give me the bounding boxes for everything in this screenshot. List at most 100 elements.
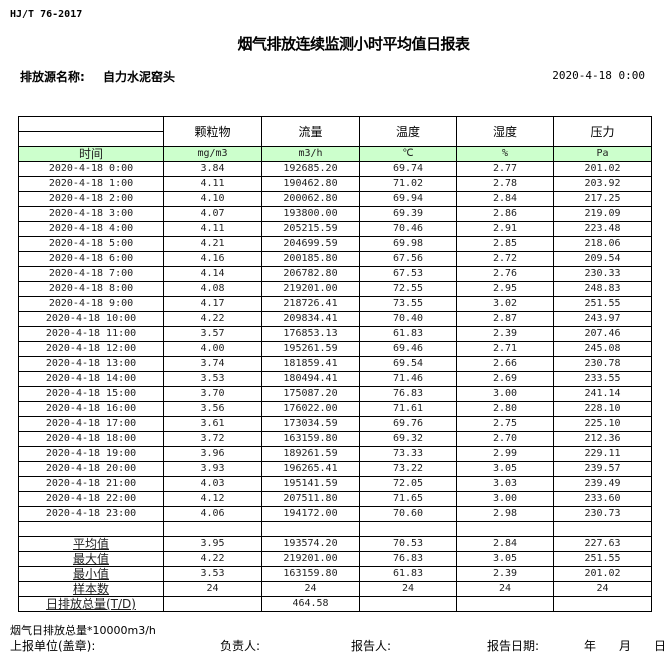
cell: 173034.59 xyxy=(261,416,360,432)
row-label: 2020-4-18 9:00 xyxy=(18,296,164,312)
cell: 69.32 xyxy=(359,431,457,447)
table-row: 2020-4-18 9:00 4.17 218726.41 73.55 3.02 251.… xyxy=(18,296,652,312)
cell: 67.53 xyxy=(359,266,457,282)
cell: 205215.59 xyxy=(261,221,360,237)
row-label: 2020-4-18 4:00 xyxy=(18,221,164,237)
cell xyxy=(163,521,262,537)
cell: 239.49 xyxy=(553,476,652,492)
cell: 76.83 xyxy=(359,386,457,402)
cell: 163159.80 xyxy=(261,431,360,447)
cell: 2.87 xyxy=(456,311,554,327)
row-label: 2020-4-18 22:00 xyxy=(18,491,164,507)
table-row: 2020-4-18 16:00 3.56 176022.00 71.61 2.80 228… xyxy=(18,401,652,417)
cell: 4.06 xyxy=(163,506,262,522)
cell: 69.39 xyxy=(359,206,457,222)
cell: 70.40 xyxy=(359,311,457,327)
cell: 206782.80 xyxy=(261,266,360,282)
standard-code: HJ/T 76-2017 xyxy=(10,9,83,20)
cell: 69.98 xyxy=(359,236,457,252)
cell: 3.53 xyxy=(163,371,262,387)
cell: 190462.80 xyxy=(261,176,360,192)
row-label: 2020-4-18 5:00 xyxy=(18,236,164,252)
cell: 193800.00 xyxy=(261,206,360,222)
cell: 3.00 xyxy=(456,491,554,507)
row-label: 2020-4-18 17:00 xyxy=(18,416,164,432)
cell: 71.61 xyxy=(359,401,457,417)
cell: 200062.80 xyxy=(261,191,360,207)
row-label: 2020-4-18 12:00 xyxy=(18,341,164,357)
cell: 219201.00 xyxy=(261,281,360,297)
cell: m3/h xyxy=(261,146,360,162)
cell: 24 xyxy=(163,581,262,597)
cell: 209834.41 xyxy=(261,311,360,327)
cell: Pa xyxy=(553,146,652,162)
month-label: 月 xyxy=(619,639,632,653)
cell: 2.77 xyxy=(456,161,554,177)
cell: 207.46 xyxy=(553,326,652,342)
footer-note: 烟气日排放总量*10000m3/h xyxy=(10,624,156,637)
cell: 2.70 xyxy=(456,431,554,447)
table-row: 2020-4-18 22:00 4.12 207511.80 71.65 3.00 233… xyxy=(18,491,652,507)
cell: 24 xyxy=(553,581,652,597)
cell: 70.60 xyxy=(359,506,457,522)
row-label: 2020-4-18 1:00 xyxy=(18,176,164,192)
cell: 2.84 xyxy=(456,536,554,552)
table-row: 2020-4-18 15:00 3.70 175087.20 76.83 3.00 241… xyxy=(18,386,652,402)
cell: 192685.20 xyxy=(261,161,360,177)
cell: 4.22 xyxy=(163,311,262,327)
cell: 流量 xyxy=(261,116,360,147)
cell: 3.53 xyxy=(163,566,262,582)
cell: 2.85 xyxy=(456,236,554,252)
table-row: 2020-4-18 21:00 4.03 195141.59 72.05 3.03 239… xyxy=(18,476,652,492)
cell: 4.03 xyxy=(163,476,262,492)
row-label: 2020-4-18 14:00 xyxy=(18,371,164,387)
cell: 189261.59 xyxy=(261,446,360,462)
summary-row: 样本数 24 24 24 24 24 xyxy=(18,581,652,597)
row-label: 2020-4-18 15:00 xyxy=(18,386,164,402)
row-label: 时间 xyxy=(18,146,164,162)
cell: 3.95 xyxy=(163,536,262,552)
cell: 207511.80 xyxy=(261,491,360,507)
cell: 2.80 xyxy=(456,401,554,417)
cell: 4.16 xyxy=(163,251,262,267)
cell: 241.14 xyxy=(553,386,652,402)
cell: 2.99 xyxy=(456,446,554,462)
cell: 3.61 xyxy=(163,416,262,432)
table-row: 2020-4-18 10:00 4.22 209834.41 70.40 2.87 243… xyxy=(18,311,652,327)
table-row: 2020-4-18 17:00 3.61 173034.59 69.76 2.75 225… xyxy=(18,416,652,432)
table-row: 2020-4-18 12:00 4.00 195261.59 69.46 2.71 245… xyxy=(18,341,652,357)
row-label: 最大值 xyxy=(18,551,164,567)
blank-row xyxy=(18,521,652,537)
row-label: 2020-4-18 19:00 xyxy=(18,446,164,462)
cell xyxy=(261,521,360,537)
cell: 2.69 xyxy=(456,371,554,387)
row-label: 2020-4-18 2:00 xyxy=(18,191,164,207)
cell: 230.78 xyxy=(553,356,652,372)
cell: 69.46 xyxy=(359,341,457,357)
cell: 61.83 xyxy=(359,326,457,342)
cell: 2.39 xyxy=(456,326,554,342)
table-row: 2020-4-18 19:00 3.96 189261.59 73.33 2.99 229… xyxy=(18,446,652,462)
cell: 200185.80 xyxy=(261,251,360,267)
reporter-label: 报告人: xyxy=(351,639,392,653)
day-label: 日 xyxy=(654,639,667,653)
report-title: 烟气排放连续监测小时平均值日报表 xyxy=(237,35,470,53)
cell: % xyxy=(456,146,554,162)
cell: 176022.00 xyxy=(261,401,360,417)
table-row: 2020-4-18 23:00 4.06 194172.00 70.60 2.98 230… xyxy=(18,506,652,522)
cell: 176853.13 xyxy=(261,326,360,342)
cell: 195141.59 xyxy=(261,476,360,492)
row-label: 2020-4-18 6:00 xyxy=(18,251,164,267)
table-row: 2020-4-18 7:00 4.14 206782.80 67.53 2.76 230.… xyxy=(18,266,652,282)
table-row: 2020-4-18 2:00 4.10 200062.80 69.94 2.84 217.… xyxy=(18,191,652,207)
cell: 24 xyxy=(261,581,360,597)
cell: 4.14 xyxy=(163,266,262,282)
row-label: 2020-4-18 0:00 xyxy=(18,161,164,177)
row-label: 2020-4-18 10:00 xyxy=(18,311,164,327)
row-label xyxy=(18,116,164,147)
cell: 3.00 xyxy=(456,386,554,402)
table-row: 2020-4-18 0:00 3.84 192685.20 69.74 2.77 201.… xyxy=(18,161,652,177)
table-row: 2020-4-18 14:00 3.53 180494.41 71.46 2.69 233… xyxy=(18,371,652,387)
cell: 69.74 xyxy=(359,161,457,177)
source-label: 排放源名称: xyxy=(20,70,85,84)
